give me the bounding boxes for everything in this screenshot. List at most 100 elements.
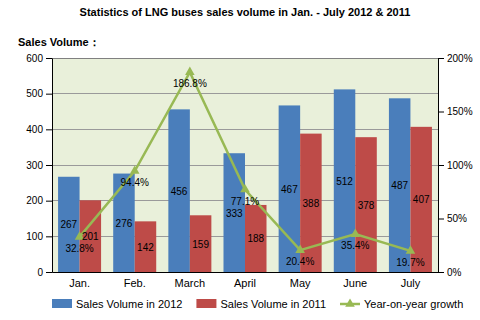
tick-mark bbox=[438, 58, 444, 59]
tick-mark bbox=[46, 272, 52, 273]
tick-label: March bbox=[175, 277, 206, 289]
tick: 300 bbox=[26, 160, 52, 171]
data-label: 32.8% bbox=[65, 243, 93, 254]
legend: Sales Volume in 2012 Sales Volume in 2011… bbox=[52, 298, 463, 310]
tick-label: 0% bbox=[447, 267, 462, 278]
data-label: 35.4% bbox=[341, 240, 369, 251]
data-label: 388 bbox=[303, 198, 320, 209]
legend-item: Sales Volume in 2011 bbox=[196, 298, 326, 310]
tick-label: Jan. bbox=[69, 277, 90, 289]
data-label: 267 bbox=[60, 219, 77, 230]
tick-label: 0 bbox=[37, 267, 43, 278]
legend-label: Sales Volume in 2012 bbox=[76, 298, 182, 310]
tick: April bbox=[234, 272, 256, 289]
plot: 2672764563334675124872011421591883883784… bbox=[26, 53, 472, 289]
tick-label: 150% bbox=[447, 106, 473, 117]
tick-mark bbox=[46, 201, 52, 202]
data-label: 512 bbox=[336, 176, 353, 187]
marker bbox=[130, 165, 140, 173]
x-axis: Jan. Feb. March April May June July bbox=[53, 272, 439, 289]
tick-label: June bbox=[343, 277, 367, 289]
tick-label: July bbox=[401, 277, 421, 289]
grid bbox=[52, 58, 438, 272]
bar bbox=[168, 109, 190, 272]
y2-axis: 0% 50% 100% 150% 200% bbox=[438, 53, 473, 278]
data-label: 487 bbox=[391, 180, 408, 191]
bar bbox=[245, 205, 267, 272]
data-label: 20.4% bbox=[286, 256, 314, 267]
data-label: 276 bbox=[116, 218, 133, 229]
y-axis-title: Sales Volume： bbox=[18, 36, 100, 48]
marker bbox=[350, 229, 360, 237]
data-label: 159 bbox=[192, 239, 209, 250]
tick-label: 100 bbox=[26, 231, 43, 242]
tick-mark bbox=[46, 58, 52, 59]
tick-label: 200 bbox=[26, 195, 43, 206]
plot-frame bbox=[52, 58, 438, 272]
bar bbox=[355, 137, 377, 272]
data-label: 94.4% bbox=[121, 177, 149, 188]
tick: 200% bbox=[438, 53, 473, 64]
tick: June bbox=[343, 272, 367, 289]
data-label: 201 bbox=[82, 231, 99, 242]
tick-mark bbox=[46, 129, 52, 130]
tick-label: April bbox=[234, 277, 256, 289]
data-label: 142 bbox=[137, 242, 154, 253]
data-label: 333 bbox=[226, 208, 243, 219]
y-axis: 0 100 200 300 400 500 600 bbox=[26, 53, 52, 278]
bar-series bbox=[58, 89, 410, 272]
tick-mark bbox=[438, 165, 444, 166]
tick: 150% bbox=[438, 106, 473, 117]
grid-line bbox=[52, 129, 438, 130]
legend-item: Sales Volume in 2012 bbox=[52, 298, 182, 310]
bar-series bbox=[80, 127, 432, 272]
legend-swatch bbox=[345, 298, 355, 306]
bar bbox=[410, 127, 432, 272]
tick-label: 500 bbox=[26, 88, 43, 99]
legend-label: Year-on-year growth bbox=[364, 298, 463, 310]
tick: 600 bbox=[26, 53, 52, 64]
data-label: 378 bbox=[358, 200, 375, 211]
tick-mark bbox=[438, 112, 444, 113]
bar bbox=[190, 215, 212, 272]
tick: March bbox=[175, 272, 206, 289]
bar bbox=[58, 177, 80, 272]
data-label: 188 bbox=[247, 233, 264, 244]
marker bbox=[295, 245, 305, 253]
legend-label: Sales Volume in 2011 bbox=[220, 298, 326, 310]
tick-mark bbox=[46, 165, 52, 166]
tick-label: 600 bbox=[26, 53, 43, 64]
data-label: 77.1% bbox=[231, 196, 259, 207]
data-label: 456 bbox=[171, 186, 188, 197]
tick: Feb. bbox=[124, 272, 146, 289]
tick: July bbox=[401, 272, 421, 289]
tick-mark bbox=[438, 219, 444, 220]
tick: 0 bbox=[37, 267, 52, 278]
bar bbox=[135, 221, 157, 272]
tick: 500 bbox=[26, 88, 52, 99]
data-label: 19.7% bbox=[396, 257, 424, 268]
bar bbox=[223, 153, 245, 272]
marks bbox=[58, 67, 432, 272]
tick-label: May bbox=[290, 277, 311, 289]
tick: 0% bbox=[438, 267, 462, 278]
bar bbox=[80, 200, 102, 272]
data-label: 186.8% bbox=[173, 78, 207, 89]
tick: 100% bbox=[438, 160, 473, 171]
tick: May bbox=[290, 272, 311, 289]
axis-line bbox=[52, 59, 53, 273]
tick-label: 100% bbox=[447, 160, 473, 171]
tick-label: 50% bbox=[447, 213, 467, 224]
data-labels: 2672764563334675124872011421591883883784… bbox=[60, 78, 429, 268]
tick: 400 bbox=[26, 124, 52, 135]
grid-line bbox=[52, 93, 438, 94]
tick: 200 bbox=[26, 195, 52, 206]
tick-label: Feb. bbox=[124, 277, 146, 289]
legend-swatch bbox=[196, 299, 216, 308]
legend-swatch bbox=[52, 299, 72, 308]
bar bbox=[113, 174, 135, 272]
title: Statistics of LNG buses sales volume in … bbox=[80, 6, 411, 18]
marker bbox=[406, 245, 416, 253]
tick-label: 300 bbox=[26, 160, 43, 171]
tick: 100 bbox=[26, 231, 52, 242]
